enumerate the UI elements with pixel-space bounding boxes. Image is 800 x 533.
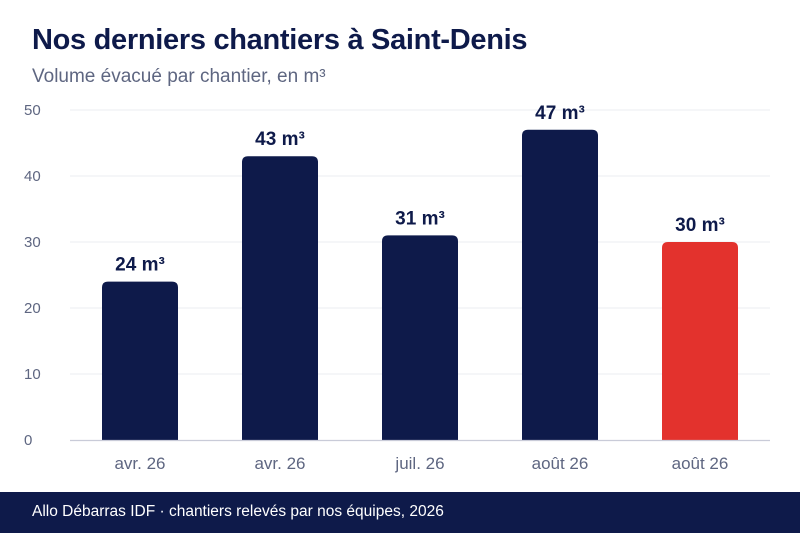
x-tick-label: avr. 26 [254,454,305,473]
footer-bar: Allo Débarras IDF · chantiers relevés pa… [0,492,800,533]
y-tick-label: 20 [24,300,41,317]
x-tick-label: août 26 [532,454,589,473]
y-tick-label: 0 [24,432,32,449]
bars [102,129,738,441]
x-tick-label: août 26 [672,454,729,473]
x-axis-ticks: avr. 26 avr. 26 juil. 26 août 26 août 26 [114,454,728,473]
bar-4 [522,129,598,441]
bar-value-label: 43 m³ [255,129,305,150]
y-tick-label: 40 [24,168,41,185]
bar-chart: 0 10 20 30 40 50 24 m³ 43 m³ 31 m³ 47 m³ 30 m³ av… [24,102,770,473]
y-tick-label: 30 [24,234,41,251]
footer-source: Allo Débarras IDF · chantiers relevés pa… [32,503,444,520]
bar-2 [242,156,318,440]
data-labels: 24 m³ 43 m³ 31 m³ 47 m³ 30 m³ [115,103,725,276]
y-tick-label: 10 [24,366,41,383]
bar-5 [662,242,738,440]
bar-value-label: 31 m³ [395,208,445,229]
chart-subtitle: Volume évacué par chantier, en m³ [32,66,326,87]
bar-value-label: 30 m³ [675,215,725,236]
x-tick-label: juil. 26 [394,454,444,473]
bar-value-label: 47 m³ [535,103,585,124]
y-tick-label: 50 [24,102,41,119]
y-axis-ticks: 0 10 20 30 40 50 [24,102,41,449]
bar-3 [382,235,458,440]
bar-value-label: 24 m³ [115,255,165,276]
x-tick-label: avr. 26 [114,454,165,473]
chart-title: Nos derniers chantiers à Saint-Denis [32,24,528,56]
bar-1 [102,281,178,440]
